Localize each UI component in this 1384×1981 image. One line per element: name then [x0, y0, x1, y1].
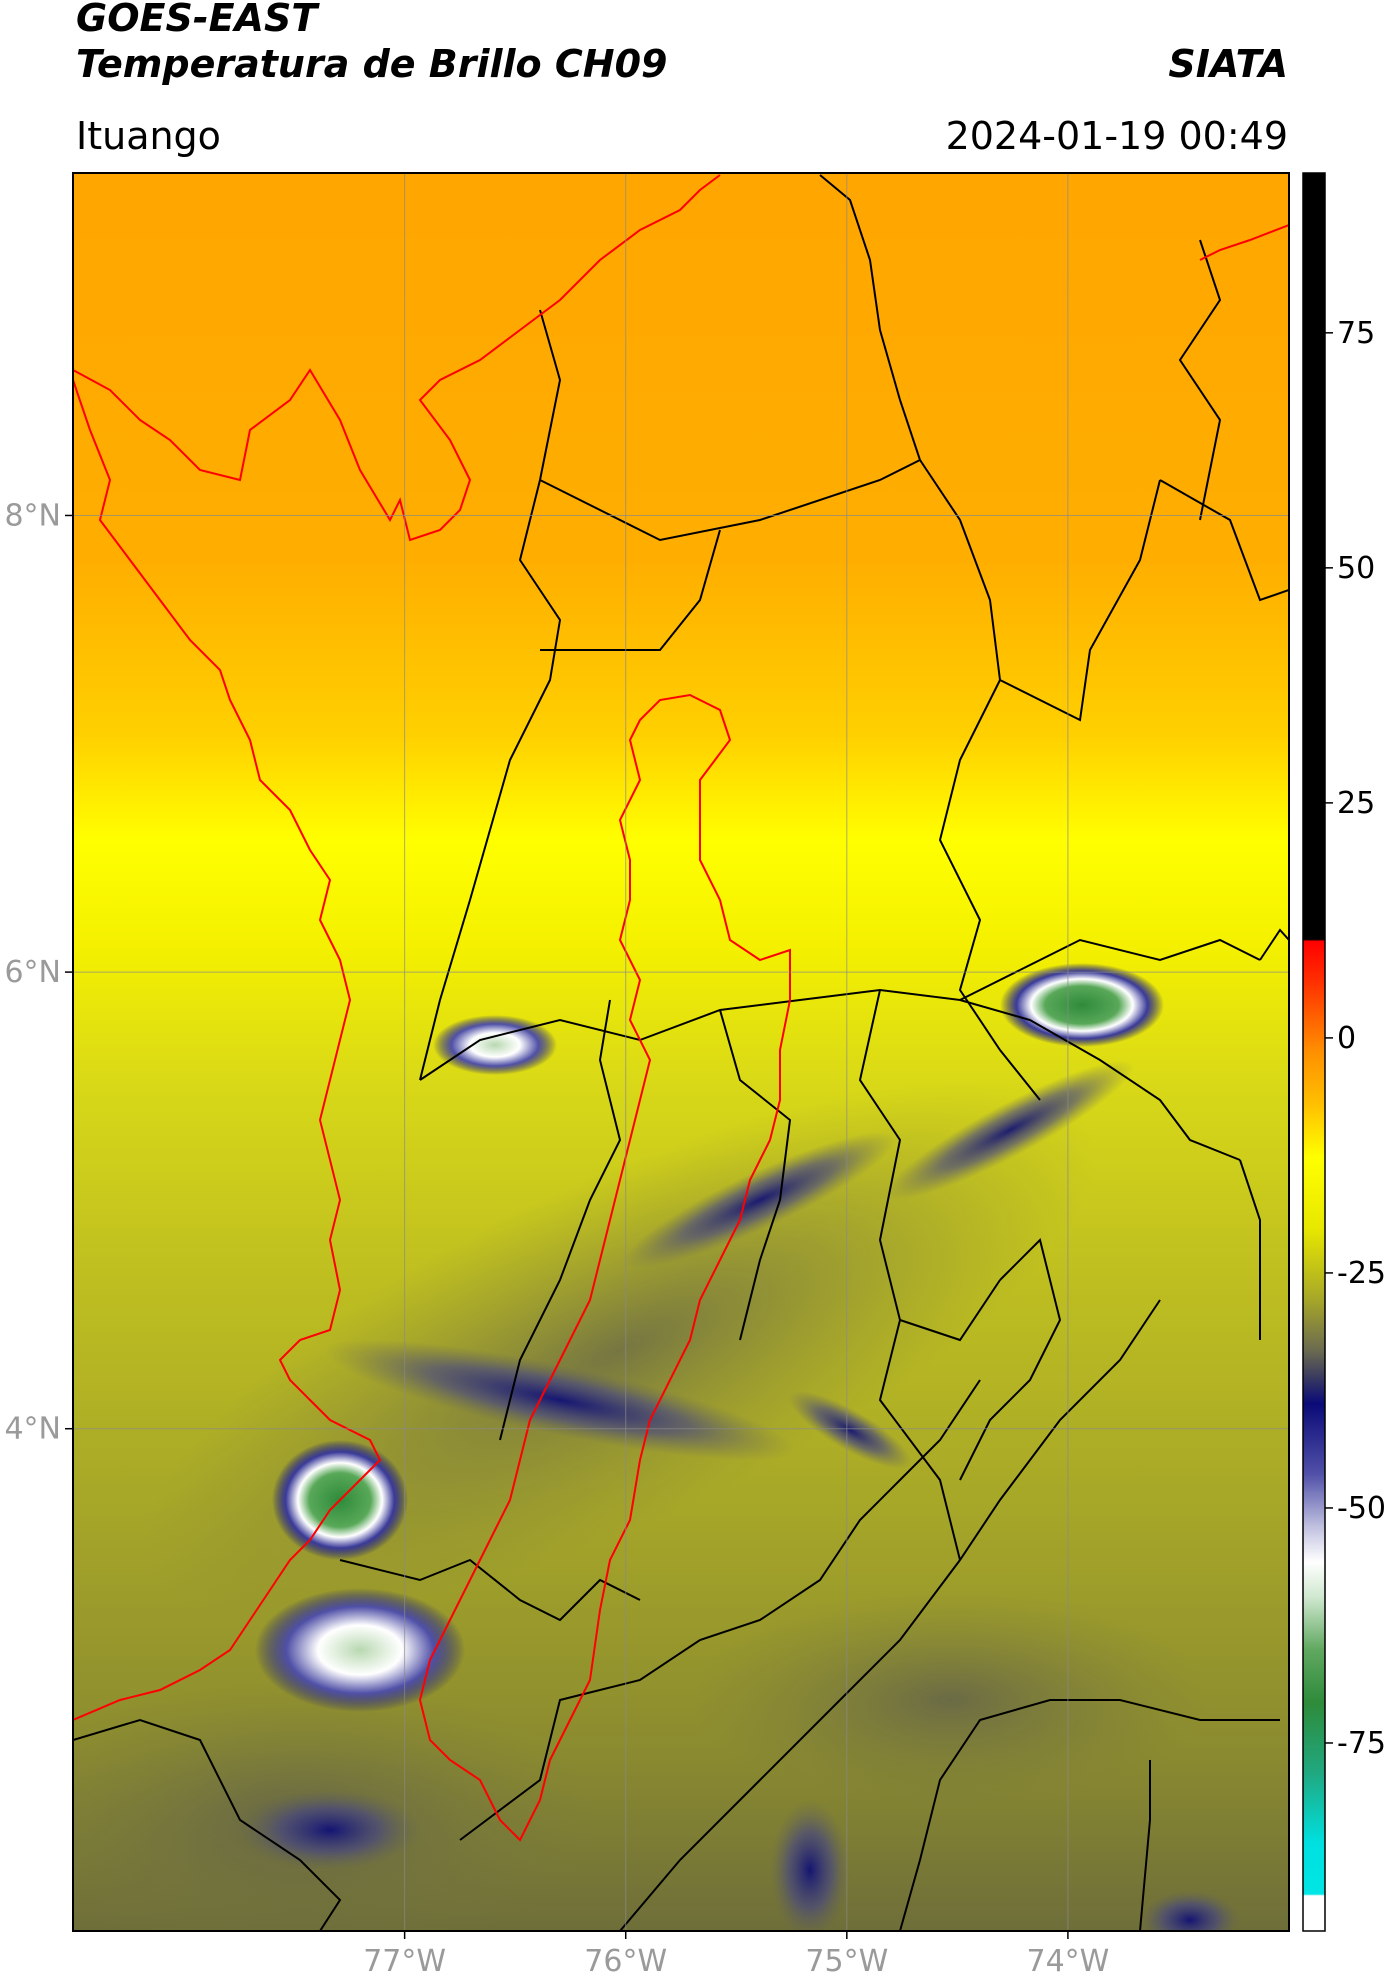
lon-tick-label-2: 75°W: [805, 1944, 888, 1979]
lat-tick-label-1: 6°N: [4, 955, 61, 990]
colorbar-tick-label-2: 25: [1337, 786, 1375, 821]
colorbar-ticks: 75 50 25 0 -25 -50 -75: [1325, 316, 1384, 1761]
lat-gridlines: [73, 514, 1289, 1430]
location-label: Ituango: [76, 114, 221, 158]
lon-tick-label-0: 77°W: [363, 1944, 446, 1979]
lon-tick-labels: 77°W 76°W 75°W 74°W: [363, 1931, 1109, 1979]
colorbar-tick-label-1: 50: [1337, 551, 1375, 586]
product-title: Temperatura de Brillo CH09: [76, 42, 668, 86]
organization-label: SIATA: [1168, 42, 1288, 86]
satellite-title: GOES-EAST: [76, 0, 318, 40]
coastline-and-basin: [73, 174, 1289, 1842]
colorbar-tick-label-4: -25: [1337, 1256, 1384, 1291]
political-boundaries: [73, 174, 1289, 1931]
lon-gridlines: [404, 173, 1069, 1931]
lat-tick-labels: 8°N 6°N 4°N: [4, 498, 73, 1447]
timestamp-label: 2024-01-19 00:49: [945, 114, 1288, 158]
storm-cell-central: [433, 1015, 557, 1075]
lon-tick-label-3: 74°W: [1026, 1944, 1109, 1979]
colorbar-tick-label-3: 0: [1337, 1021, 1356, 1056]
colorbar-tick-label-5: -50: [1337, 1491, 1384, 1526]
colorbar-tick-label-6: -75: [1337, 1726, 1384, 1761]
lat-tick-label-0: 8°N: [4, 498, 61, 533]
storm-cell-southwest: [255, 1588, 465, 1712]
cloud-band: [325, 1339, 795, 1461]
lon-tick-label-1: 76°W: [584, 1944, 667, 1979]
colorbar: [1302, 172, 1326, 1932]
storm-cell-north: [1000, 963, 1164, 1047]
map-frame: [72, 172, 1290, 1932]
lat-tick-label-2: 4°N: [4, 1412, 61, 1447]
colorbar-tick-label-0: 75: [1337, 316, 1375, 351]
